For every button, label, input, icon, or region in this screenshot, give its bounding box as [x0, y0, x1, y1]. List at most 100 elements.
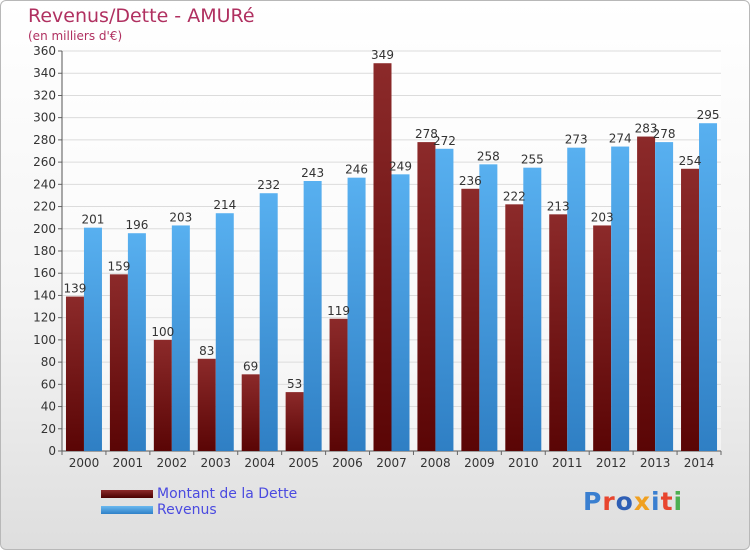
- y-tick-label: 20: [41, 422, 56, 436]
- value-label-revenue-2004: 232: [257, 178, 280, 192]
- logo-letter: o: [615, 487, 634, 516]
- value-label-revenue-2011: 273: [565, 133, 588, 147]
- bar-debt-2007: [373, 63, 392, 451]
- value-label-debt-2005: 53: [287, 377, 302, 391]
- value-label-debt-2002: 100: [151, 325, 174, 339]
- bar-debt-2005: [285, 392, 304, 451]
- y-tick-label: 280: [33, 133, 56, 147]
- x-tick-label-2001: 2001: [113, 456, 144, 470]
- value-label-debt-2008: 278: [415, 127, 438, 141]
- value-label-debt-2014: 254: [679, 154, 702, 168]
- chart-title: Revenus/Dette - AMURé: [28, 5, 255, 27]
- x-tick-label-2014: 2014: [684, 456, 715, 470]
- y-tick-label: 240: [33, 177, 56, 191]
- value-label-revenue-2000: 201: [82, 213, 105, 227]
- value-label-revenue-2009: 258: [477, 149, 500, 163]
- x-tick-label-2004: 2004: [244, 456, 275, 470]
- legend-label-debt: Montant de la Dette: [157, 486, 298, 502]
- bar-revenue-2009: [479, 164, 498, 452]
- logo-letter: t: [660, 487, 674, 516]
- value-label-revenue-2007: 249: [389, 159, 412, 173]
- x-tick-label-2003: 2003: [200, 456, 231, 470]
- bar-revenue-2004: [259, 193, 278, 451]
- y-tick-label: 320: [33, 88, 56, 102]
- y-tick-label: 220: [33, 200, 56, 214]
- value-labels: 139 201 159 196 100 203 83 214 69 232 53 243 119 246 3…: [64, 48, 720, 391]
- x-tick-label-2000: 2000: [69, 456, 100, 470]
- x-tick-label-2008: 2008: [420, 456, 451, 470]
- bar-revenue-2006: [347, 177, 366, 451]
- value-label-debt-2013: 283: [635, 122, 658, 136]
- y-tick-label: 260: [33, 155, 56, 169]
- y-tick-label: 80: [41, 355, 56, 369]
- bar-debt-2006: [329, 318, 348, 451]
- bar-revenue-2003: [215, 213, 234, 451]
- legend-swatch-revenue: [101, 506, 153, 514]
- bar-debt-2009: [461, 188, 480, 451]
- x-tick-label-2011: 2011: [552, 456, 583, 470]
- value-label-revenue-2002: 203: [169, 210, 192, 224]
- y-tick-label: 360: [33, 44, 56, 58]
- logo-letter: r: [602, 487, 616, 516]
- bar-debt-2012: [593, 225, 612, 451]
- value-label-debt-2011: 213: [547, 199, 570, 213]
- value-label-revenue-2001: 196: [125, 218, 148, 232]
- bar-debt-2002: [153, 339, 172, 451]
- bar-revenue-2001: [127, 233, 146, 451]
- bar-revenue-2014: [699, 123, 718, 451]
- bar-revenue-2002: [171, 225, 190, 451]
- y-tick-label: 100: [33, 333, 56, 347]
- logo-letter: i: [673, 487, 684, 516]
- bar-revenue-2008: [435, 148, 454, 451]
- y-tick-label: 40: [41, 400, 56, 414]
- bar-debt-2013: [637, 136, 656, 452]
- value-label-revenue-2010: 255: [521, 153, 544, 167]
- y-tick-label: 340: [33, 66, 56, 80]
- x-tick-label-2013: 2013: [640, 456, 671, 470]
- y-tick-label: 140: [33, 288, 56, 302]
- y-tick-label: 200: [33, 222, 56, 236]
- value-label-debt-2004: 69: [243, 359, 258, 373]
- logo-letter: x: [633, 487, 651, 516]
- value-label-revenue-2013: 278: [653, 127, 676, 141]
- bar-debt-2008: [417, 142, 436, 451]
- bar-revenue-2000: [83, 227, 102, 451]
- bar-debt-2014: [681, 168, 700, 451]
- value-label-debt-2000: 139: [64, 282, 87, 296]
- y-tick-label: 160: [33, 266, 56, 280]
- chart-subtitle: (en milliers d'€): [28, 29, 123, 43]
- proxiti-logo: Proxiti: [583, 487, 683, 516]
- bar-debt-2004: [241, 374, 260, 451]
- value-label-debt-2003: 83: [199, 344, 214, 358]
- y-tick-label: 180: [33, 244, 56, 258]
- value-label-debt-2010: 222: [503, 189, 526, 203]
- value-label-debt-2007: 349: [371, 48, 394, 62]
- x-tick-label-2010: 2010: [508, 456, 539, 470]
- y-tick-label: 120: [33, 311, 56, 325]
- value-label-debt-2001: 159: [107, 259, 130, 273]
- y-tick-label: 60: [41, 377, 56, 391]
- bar-revenue-2011: [567, 147, 586, 451]
- value-label-revenue-2014: 295: [697, 108, 720, 122]
- x-tick-label-2012: 2012: [596, 456, 627, 470]
- y-tick-label: 300: [33, 111, 56, 125]
- x-tick-label-2006: 2006: [332, 456, 363, 470]
- logo-letter: P: [583, 487, 603, 516]
- x-tick-label-2009: 2009: [464, 456, 495, 470]
- bar-debt-2011: [549, 214, 568, 451]
- y-tick-label: 0: [48, 444, 56, 458]
- bar-revenue-2005: [303, 181, 322, 451]
- value-label-revenue-2008: 272: [433, 134, 456, 148]
- value-label-debt-2009: 236: [459, 174, 482, 188]
- bar-debt-2003: [197, 358, 216, 451]
- bar-revenue-2010: [523, 167, 542, 451]
- legend-label-revenue: Revenus: [157, 502, 217, 518]
- value-label-revenue-2006: 246: [345, 163, 368, 177]
- logo-letter: i: [651, 487, 661, 516]
- value-label-revenue-2012: 274: [609, 132, 632, 146]
- legend-swatch-debt: [101, 490, 153, 498]
- x-tick-label-2005: 2005: [288, 456, 319, 470]
- value-label-debt-2006: 119: [327, 304, 350, 318]
